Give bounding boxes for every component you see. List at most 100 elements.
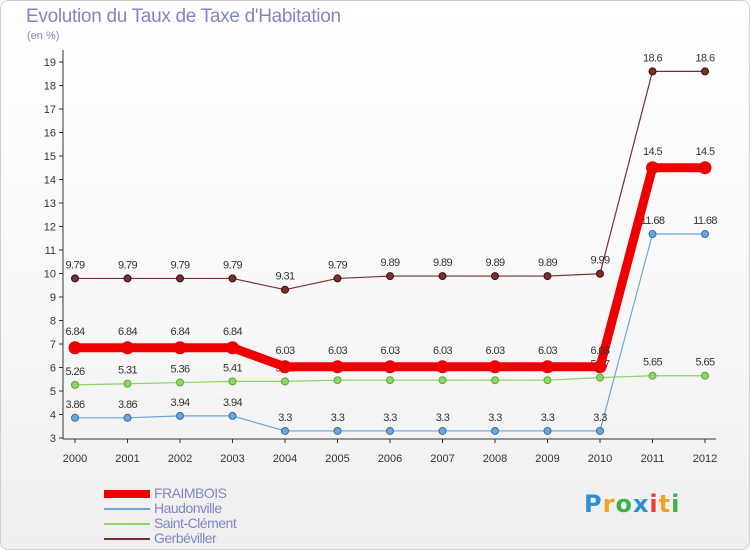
y-tick-label: 3 [50,433,56,445]
data-point-fraimbois [646,161,659,175]
legend-label-saint-clement: Saint-Clément [154,515,237,531]
data-point-fraimbois [173,341,187,355]
data-point-fraimbois [541,360,554,374]
data-label-haudonville: 3.3 [436,412,450,424]
data-label-haudonville: 3.94 [223,397,242,409]
data-point-gerbeviller [701,67,709,76]
data-point-saint-clement [701,371,709,380]
data-point-saint-clement [386,376,394,385]
data-label-gerbeviller: 9.89 [538,257,557,269]
data-point-haudonville [596,426,604,435]
y-tick-label: 18 [44,81,56,93]
legend-label-gerbeviller: Gerbéviller [154,530,217,546]
chart-unit-label: (en %) [27,30,60,42]
y-tick-label: 12 [44,222,56,234]
data-point-fraimbois [698,161,712,175]
data-point-fraimbois [121,341,134,355]
logo-letter: r [602,490,616,518]
y-tick-label: 13 [44,198,56,210]
legend-swatch-fraimbois [104,490,150,498]
data-label-saint-clement: 5.26 [65,366,84,378]
data-point-gerbeviller [596,269,604,278]
data-label-haudonville: 3.86 [118,399,137,411]
data-point-fraimbois [68,341,82,355]
data-point-haudonville [123,413,132,422]
legend-swatch-saint-clement [104,523,150,525]
data-label-gerbeviller: 9.31 [275,271,294,283]
data-label-haudonville: 3.3 [331,412,345,424]
y-tick-label: 7 [50,339,56,351]
data-label-gerbeviller: 9.79 [65,259,84,271]
data-point-gerbeviller [176,274,184,283]
data-label-fraimbois: 14.5 [643,146,662,158]
data-label-fraimbois: 6.03 [380,345,399,357]
data-label-fraimbois: 6.03 [538,345,557,357]
y-tick-label: 16 [44,128,56,140]
y-tick-label: 5 [50,386,56,398]
data-point-haudonville [228,411,237,420]
data-label-haudonville: 3.3 [278,412,292,424]
data-label-haudonville: 3.94 [170,397,189,409]
data-point-saint-clement [176,378,184,387]
data-label-fraimbois: 6.03 [328,345,347,357]
data-point-gerbeviller [281,285,289,294]
x-tick-label: 2002 [168,453,192,465]
x-tick-label: 2004 [273,453,297,465]
data-point-fraimbois [226,341,239,355]
data-label-gerbeviller: 9.79 [170,259,189,271]
data-label-gerbeviller: 9.89 [380,257,399,269]
x-tick-label: 2011 [641,453,665,465]
data-point-fraimbois [488,360,502,374]
x-tick-label: 2010 [588,453,612,465]
data-point-saint-clement [228,377,237,386]
data-label-gerbeviller: 9.99 [590,255,609,267]
y-tick-label: 8 [50,316,56,328]
data-point-haudonville [71,413,79,422]
data-label-fraimbois: 6.84 [170,326,189,338]
data-point-saint-clement [281,377,289,386]
data-point-saint-clement [491,376,499,385]
logo-letter: t [658,490,672,518]
data-label-fraimbois: 6.03 [275,345,294,357]
x-tick-label: 2008 [483,453,507,465]
y-tick-label: 17 [44,104,56,116]
data-point-gerbeviller [648,67,657,76]
data-label-fraimbois: 6.03 [590,345,609,357]
data-label-fraimbois: 6.84 [223,326,242,338]
data-label-saint-clement: 5.36 [170,364,189,376]
chart-title: Evolution du Taux de Taxe d'Habitation [26,6,341,27]
y-tick-label: 9 [50,292,56,304]
data-label-gerbeviller: 9.89 [485,257,504,269]
logo-letter: i [671,490,681,518]
data-point-gerbeviller [438,272,447,281]
y-tick-label: 14 [44,175,56,187]
data-point-haudonville [281,426,289,435]
data-label-fraimbois: 6.03 [433,345,452,357]
data-point-gerbeviller [543,272,552,281]
data-label-gerbeviller: 9.79 [118,259,137,271]
data-point-haudonville [333,426,342,435]
data-point-haudonville [648,230,657,239]
y-tick-label: 10 [44,269,56,281]
data-point-fraimbois [593,360,607,374]
data-point-gerbeviller [71,274,79,283]
data-point-gerbeviller [123,274,132,283]
y-tick-label: 4 [50,410,56,422]
x-tick-label: 2003 [220,453,244,465]
data-point-saint-clement [71,380,79,389]
data-label-saint-clement: 5.31 [118,365,137,377]
data-point-saint-clement [123,379,132,388]
data-label-fraimbois: 6.03 [485,345,504,357]
data-point-gerbeviller [491,272,499,281]
data-label-gerbeviller: 9.79 [328,259,347,271]
data-label-gerbeviller: 9.89 [433,257,452,269]
data-label-haudonville: 11.68 [641,215,665,227]
y-tick-label: 19 [44,57,56,69]
x-tick-label: 2009 [535,453,559,465]
data-label-haudonville: 3.3 [488,412,502,424]
data-point-haudonville [543,426,552,435]
data-label-saint-clement: 5.65 [643,357,662,369]
data-label-haudonville: 3.3 [383,412,397,424]
data-point-haudonville [491,426,499,435]
data-point-saint-clement [333,376,342,385]
